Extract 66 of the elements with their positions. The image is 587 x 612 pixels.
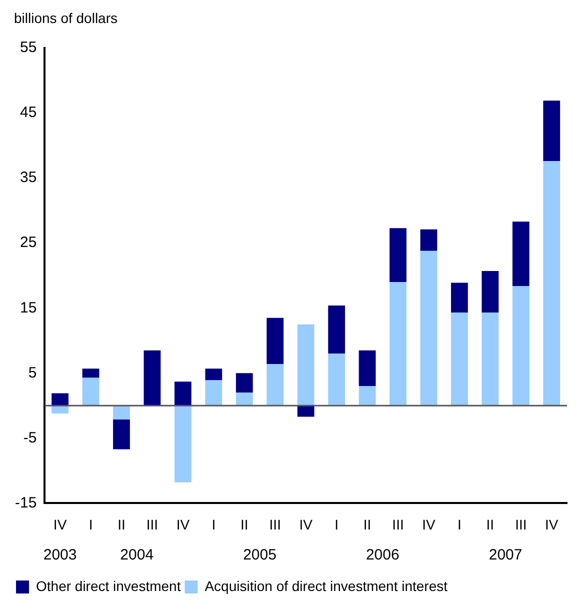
y-tick-label: 55	[20, 39, 37, 56]
legend-label: Other direct investment	[36, 578, 181, 594]
bar	[52, 406, 68, 414]
bar	[390, 282, 406, 406]
bar	[174, 406, 192, 482]
bar	[543, 100, 560, 162]
text: 2007	[488, 546, 522, 564]
x-tick-label: IV	[53, 516, 68, 532]
x-tick-label: I	[88, 516, 93, 532]
bar	[205, 368, 222, 380]
y-tick-label: 5	[28, 364, 37, 382]
bar	[512, 222, 530, 286]
x-tick-label: III	[392, 516, 404, 532]
x-tick-label: II	[486, 516, 494, 532]
bar	[297, 406, 314, 417]
x-tick-label: I	[334, 516, 339, 532]
bar	[266, 364, 284, 406]
bar	[113, 419, 130, 450]
text: 2005	[243, 546, 276, 564]
y-tick-label: 35	[20, 169, 37, 186]
bar	[297, 324, 314, 406]
y-axis-title: billions of dollars	[14, 10, 118, 26]
bar	[266, 318, 284, 364]
bar	[144, 350, 161, 406]
bar	[113, 406, 130, 420]
bar	[390, 228, 406, 282]
text: 2003	[43, 546, 77, 564]
x-tick-label: IV	[176, 516, 190, 532]
y-tick-label: 45	[20, 104, 37, 122]
bar	[512, 286, 530, 406]
text: 2004	[120, 546, 154, 564]
x-tick-label: II	[363, 516, 372, 532]
bar	[451, 312, 468, 406]
bar	[174, 382, 192, 406]
bar	[205, 380, 222, 406]
x-tick-label: IV	[299, 516, 314, 532]
bar	[420, 250, 438, 406]
x-tick-label: II	[240, 516, 248, 532]
bar	[328, 306, 346, 354]
y-tick-label: 15	[20, 299, 37, 316]
x-tick-label: IV	[422, 516, 436, 532]
y-tick-label: -5	[23, 429, 37, 446]
x-tick-label: I	[212, 516, 216, 532]
x-tick-label: III	[515, 516, 527, 532]
bar	[451, 282, 468, 313]
legend-label: Acquisition of direct investment interest	[204, 578, 448, 594]
bar	[543, 161, 560, 406]
x-tick-label: III	[269, 516, 281, 532]
x-tick-label: III	[146, 516, 158, 532]
bar	[482, 271, 499, 313]
bar	[358, 350, 376, 386]
bar	[236, 392, 253, 406]
bar	[52, 393, 68, 406]
bar	[82, 368, 100, 378]
bar	[358, 386, 376, 406]
y-tick-label: 25	[20, 234, 37, 252]
text: 2006	[366, 546, 400, 564]
bar	[82, 378, 100, 406]
x-tick-label: IV	[545, 516, 559, 532]
y-tick-label: -15	[14, 494, 37, 512]
bar	[236, 373, 253, 393]
x-tick-label: I	[458, 516, 462, 532]
bar	[328, 354, 346, 406]
bar	[420, 229, 438, 251]
x-tick-label: II	[118, 516, 126, 532]
bar	[482, 312, 499, 406]
